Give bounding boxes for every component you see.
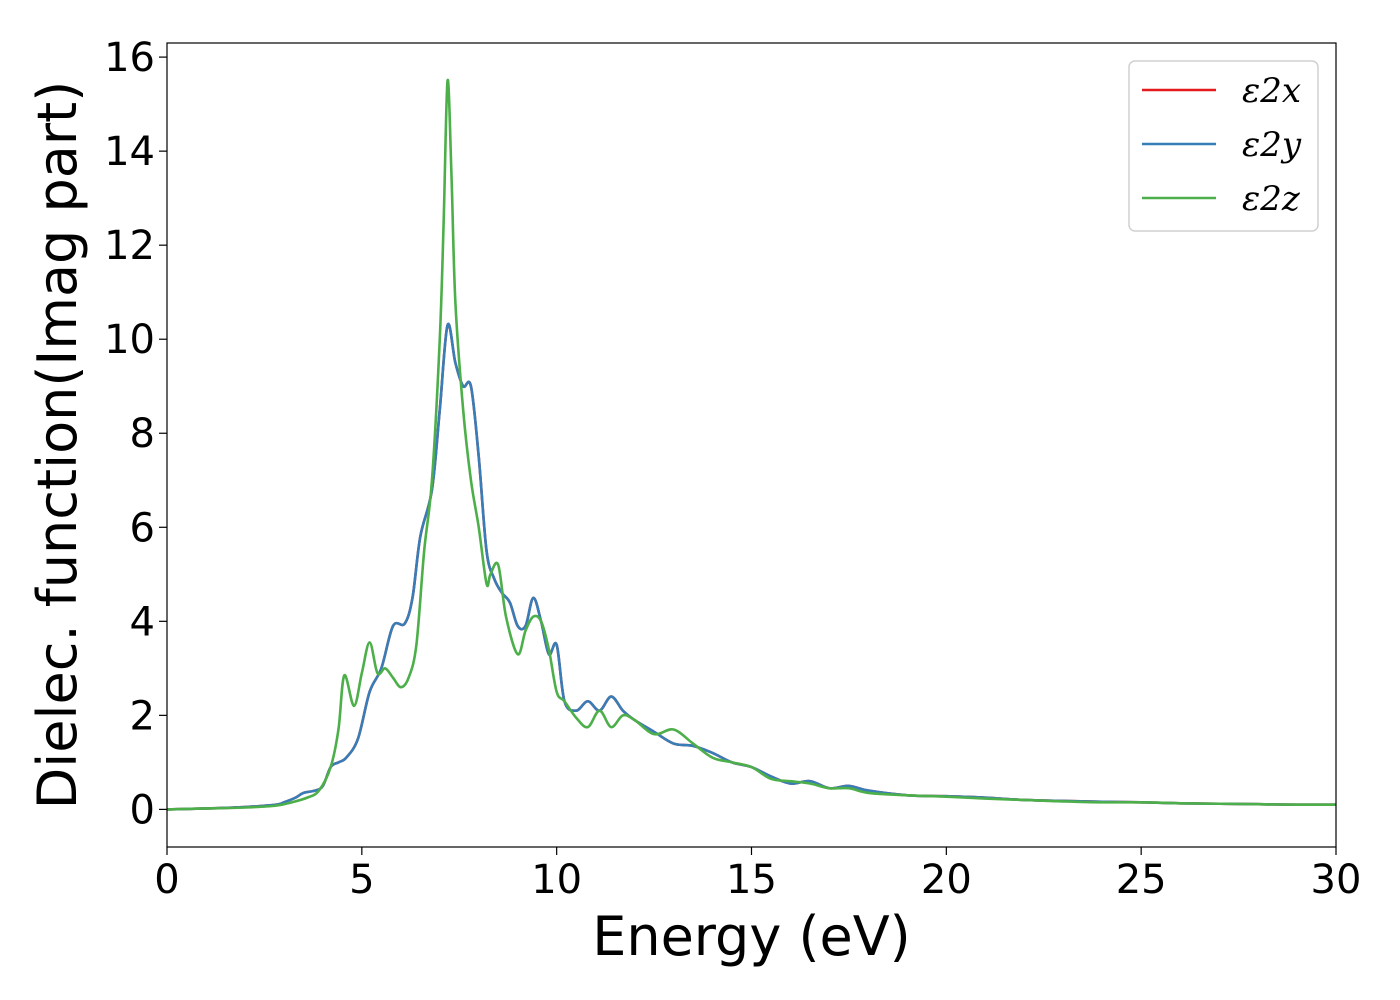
y-tick-label: 8 [130, 411, 155, 457]
x-axis-label: Energy (eV) [592, 905, 911, 968]
y-tick-label: 6 [130, 505, 155, 551]
series-line-x [167, 322, 1336, 811]
y-tick-label: 12 [104, 223, 155, 269]
series-layer [167, 78, 1336, 811]
series-line-y [167, 322, 1336, 811]
x-tick-label: 10 [531, 857, 582, 903]
series-line-z [167, 78, 1336, 811]
y-tick-label: 0 [130, 787, 155, 833]
y-tick-label: 10 [104, 317, 155, 363]
legend-label-x: ε2x [1242, 71, 1301, 111]
y-tick-label: 16 [104, 35, 155, 81]
y-axis-label: Dielec. function(Imag part) [26, 81, 89, 810]
x-tick-label: 0 [154, 857, 179, 903]
y-tick-label: 4 [130, 599, 155, 645]
x-tick-label: 15 [726, 857, 777, 903]
x-tick-label: 20 [921, 857, 972, 903]
y-axis-ticks: 0 2 4 6 8 10 12 14 16 [104, 35, 167, 833]
x-tick-label: 30 [1311, 857, 1362, 903]
y-tick-label: 14 [104, 129, 155, 175]
legend-label-z: ε2z [1242, 179, 1301, 219]
legend-label-y: ε2y [1242, 125, 1302, 165]
x-tick-label: 25 [1116, 857, 1167, 903]
legend: ε2x ε2y ε2z [1128, 60, 1319, 232]
x-tick-label: 5 [349, 857, 374, 903]
x-axis-ticks: 0 5 10 15 20 25 30 [154, 847, 1361, 903]
legend-box [1128, 60, 1319, 232]
y-tick-label: 2 [130, 693, 155, 739]
